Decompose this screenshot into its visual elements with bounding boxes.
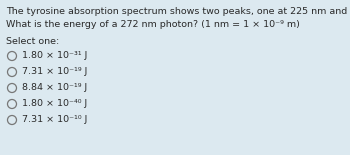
Text: 1.80 × 10⁻⁴⁰ J: 1.80 × 10⁻⁴⁰ J <box>22 99 87 108</box>
Text: 1.80 × 10⁻³¹ J: 1.80 × 10⁻³¹ J <box>22 51 88 60</box>
Text: Select one:: Select one: <box>6 37 59 46</box>
Text: 7.31 × 10⁻¹⁹ J: 7.31 × 10⁻¹⁹ J <box>22 67 88 76</box>
Text: What is the energy of a 272 nm photon? (1 nm = 1 × 10⁻⁹ m): What is the energy of a 272 nm photon? (… <box>6 20 300 29</box>
Text: The tyrosine absorption spectrum shows two peaks, one at 225 nm and one at 272 n: The tyrosine absorption spectrum shows t… <box>6 7 350 16</box>
Text: 8.84 × 10⁻¹⁹ J: 8.84 × 10⁻¹⁹ J <box>22 83 87 92</box>
Text: 7.31 × 10⁻¹⁰ J: 7.31 × 10⁻¹⁰ J <box>22 115 88 124</box>
